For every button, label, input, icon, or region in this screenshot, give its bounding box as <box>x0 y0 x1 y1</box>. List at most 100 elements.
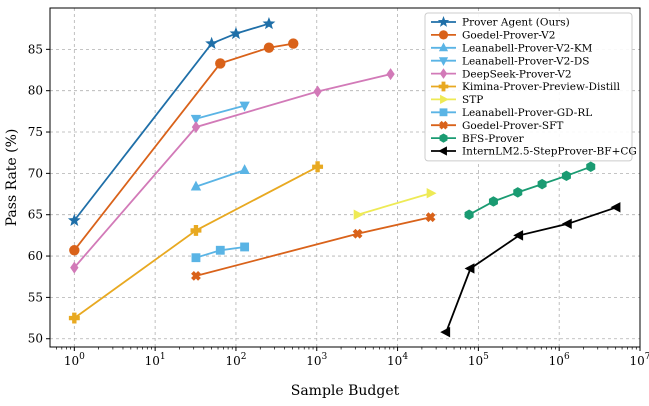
legend-marker-bfs-prover <box>439 133 448 143</box>
x-tick-exponent: 2 <box>241 352 247 362</box>
y-tick-label: 75 <box>28 125 43 139</box>
data-point-prover-agent-ours <box>205 36 219 50</box>
x-tick-exponent: 0 <box>79 352 85 362</box>
data-point-prover-agent-ours <box>262 16 276 30</box>
x-tick-exponent: 5 <box>483 352 489 362</box>
data-point-deepseek-prover-v2 <box>313 85 322 98</box>
x-tick-label: 101 <box>145 352 166 368</box>
x-tick-label: 102 <box>225 352 246 368</box>
x-tick-base: 10 <box>387 354 402 368</box>
series-line-leanabell-prover-v2-km <box>195 169 245 188</box>
series-line-prover-agent-ours <box>73 22 270 222</box>
data-point-internlm2-5-stepprover-bf-cg <box>610 202 621 213</box>
series-line-goedel-prover-v2 <box>73 42 294 251</box>
y-tick-label: 70 <box>28 166 43 180</box>
legend-marker-prover-agent-ours <box>437 16 450 27</box>
legend-label-stp: STP <box>462 94 483 106</box>
legend-marker-kimina-prover-preview-distill <box>438 81 449 92</box>
x-tick-exponent: 7 <box>645 352 649 362</box>
data-point-internlm2-5-stepprover-bf-cg <box>513 230 524 241</box>
x-tick-base: 10 <box>225 354 240 368</box>
legend-label-prover-agent-ours: Prover Agent (Ours) <box>462 17 570 29</box>
data-point-bfs-prover <box>537 178 547 190</box>
series-line-stp <box>357 192 431 216</box>
x-tick-base: 10 <box>629 354 644 368</box>
y-tick-label: 55 <box>28 290 43 304</box>
legend-label-deepseek-prover-v2: DeepSeek-Prover-V2 <box>462 68 572 80</box>
x-axis-label: Sample Budget <box>291 383 400 399</box>
x-tick-base: 10 <box>549 354 564 368</box>
data-point-goedel-prover-v2 <box>69 245 80 256</box>
series-line-leanabell-prover-v2-ds <box>195 104 245 120</box>
x-tick-base: 10 <box>306 354 321 368</box>
series-leanabell-prover-v2-km <box>190 164 250 191</box>
x-tick-exponent: 6 <box>564 352 570 362</box>
legend-label-internlm2-5-stepprover-bf-cg: InternLM2.5-StepProver-BF+CG <box>462 146 637 158</box>
data-point-stp <box>353 209 364 220</box>
x-tick-label: 106 <box>549 352 570 368</box>
data-point-leanabell-prover-gd-rl <box>215 245 225 255</box>
data-point-bfs-prover <box>513 187 523 198</box>
data-point-kimina-prover-preview-distill <box>312 161 324 173</box>
data-point-prover-agent-ours <box>67 213 81 226</box>
data-point-deepseek-prover-v2 <box>386 68 395 81</box>
y-tick-label: 60 <box>28 249 43 263</box>
data-point-bfs-prover <box>561 170 571 182</box>
data-point-goedel-prover-sft <box>352 228 363 239</box>
data-point-goedel-prover-sft <box>425 212 436 223</box>
series-internlm2-5-stepprover-bf-cg <box>440 202 621 338</box>
legend-label-leanabell-prover-gd-rl: Leanabell-Prover-GD-RL <box>462 107 592 119</box>
series-layer <box>67 16 621 338</box>
legend-box <box>424 12 633 162</box>
x-tick-label: 105 <box>468 352 489 368</box>
series-leanabell-prover-v2-ds <box>190 101 250 125</box>
series-stp <box>353 188 437 220</box>
legend-marker-deepseek-prover-v2 <box>439 68 448 79</box>
legend-marker-goedel-prover-v2 <box>438 30 449 40</box>
legend-marker-stp <box>440 94 449 104</box>
data-point-kimina-prover-preview-distill <box>68 312 80 324</box>
legend-label-leanabell-prover-v2-ds: Leanabell-Prover-V2-DS <box>462 55 589 67</box>
x-tick-label: 100 <box>64 352 85 368</box>
series-prover-agent-ours <box>67 16 276 226</box>
data-point-goedel-prover-v2 <box>288 38 299 49</box>
legend-marker-leanabell-prover-gd-rl <box>439 108 448 117</box>
legend-marker-leanabell-prover-v2-km <box>438 42 449 52</box>
legend-marker-goedel-prover-sft <box>439 120 448 130</box>
legend: Prover Agent (Ours)Goedel-Prover-V2Leana… <box>424 12 637 162</box>
data-point-internlm2-5-stepprover-bf-cg <box>464 263 475 274</box>
series-line-bfs-prover <box>468 165 592 216</box>
series-line-goedel-prover-sft <box>195 216 431 277</box>
series-leanabell-prover-gd-rl <box>191 242 250 263</box>
x-tick-label: 103 <box>306 352 327 368</box>
legend-label-leanabell-prover-v2-km: Leanabell-Prover-V2-KM <box>462 43 593 55</box>
data-point-deepseek-prover-v2 <box>70 261 79 274</box>
y-axis-label: Pass Rate (%) <box>4 129 20 227</box>
x-tick-label: 104 <box>387 352 408 368</box>
series-bfs-prover <box>464 161 596 220</box>
data-point-kimina-prover-preview-distill <box>190 224 202 236</box>
x-tick-exponent: 4 <box>402 352 408 362</box>
x-tick-label: 107 <box>629 352 649 368</box>
data-point-goedel-prover-v2 <box>263 42 275 53</box>
series-deepseek-prover-v2 <box>70 68 395 274</box>
legend-marker-leanabell-prover-v2-ds <box>438 57 449 66</box>
legend-label-bfs-prover: BFS-Prover <box>462 133 525 145</box>
legend-label-goedel-prover-v2: Goedel-Prover-V2 <box>462 30 555 42</box>
y-tick-label: 50 <box>28 332 43 346</box>
data-point-goedel-prover-sft <box>191 271 201 281</box>
y-tick-label: 80 <box>28 84 43 98</box>
plot-area-frame <box>49 7 641 348</box>
legend-label-goedel-prover-sft: Goedel-Prover-SFT <box>462 120 563 132</box>
data-point-bfs-prover <box>488 196 498 207</box>
legend-label-kimina-prover-preview-distill: Kimina-Prover-Preview-Distill <box>462 81 621 93</box>
data-point-goedel-prover-v2 <box>215 58 226 69</box>
y-tick-label: 65 <box>28 208 43 222</box>
data-point-leanabell-prover-gd-rl <box>191 253 201 263</box>
x-tick-exponent: 1 <box>160 352 166 362</box>
data-point-prover-agent-ours <box>229 26 243 40</box>
x-tick-base: 10 <box>64 354 79 368</box>
series-goedel-prover-sft <box>191 212 436 281</box>
